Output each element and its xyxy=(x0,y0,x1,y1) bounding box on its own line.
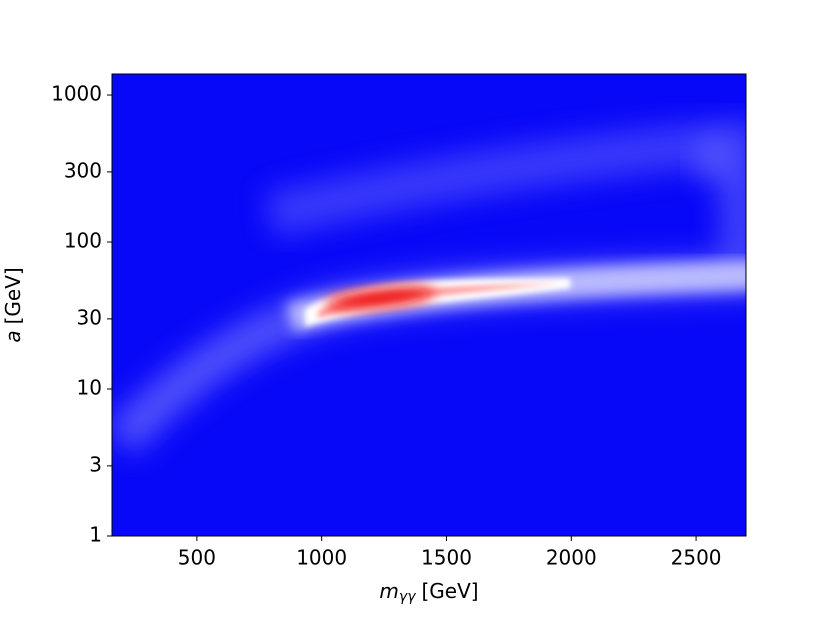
heatmap xyxy=(112,74,746,536)
y-tick-label: 30 xyxy=(77,305,102,329)
x-axis-label: mγγ [GeV] xyxy=(379,579,478,606)
y-axis-label: a [GeV] xyxy=(1,267,25,342)
x-tick-label: 1500 xyxy=(421,546,472,570)
x-tick-label: 2000 xyxy=(546,546,597,570)
density-band xyxy=(688,134,746,260)
x-label-unit: [GeV] xyxy=(421,579,478,603)
density-band xyxy=(265,118,746,237)
x-tick-label: 2500 xyxy=(671,546,722,570)
y-label-unit: [GeV] xyxy=(1,267,25,324)
density-core xyxy=(325,287,435,309)
x-label-symbol: m xyxy=(379,579,398,603)
x-tick-label: 1000 xyxy=(296,546,347,570)
y-tick-label: 10 xyxy=(77,376,102,400)
y-tick-label: 300 xyxy=(64,158,102,182)
y-tick-label: 3 xyxy=(89,452,102,476)
y-tick-label: 1 xyxy=(89,523,102,547)
plot-frame xyxy=(111,73,747,537)
x-label-subscript: γγ xyxy=(399,589,416,605)
x-tick-label: 500 xyxy=(178,546,216,570)
y-tick-label: 1000 xyxy=(51,82,102,106)
y-label-symbol: a xyxy=(1,330,25,342)
y-tick-label: 100 xyxy=(64,229,102,253)
